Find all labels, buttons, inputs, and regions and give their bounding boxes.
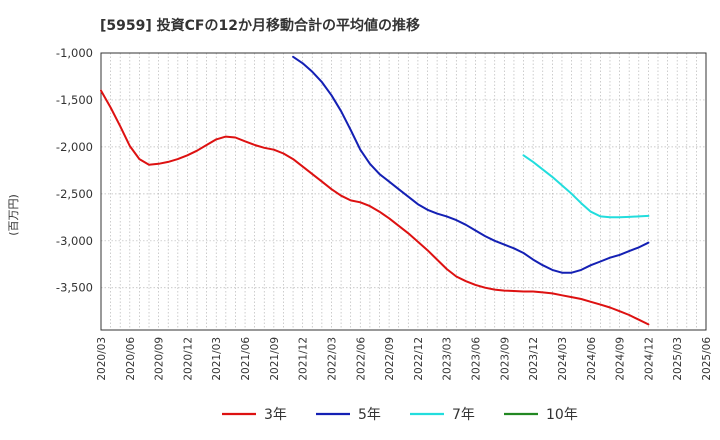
- series-layer: [100, 55, 650, 326]
- legend-item: 5年: [316, 407, 381, 423]
- x-tick-label: 2021/09: [269, 337, 281, 381]
- x-tick-label: 2023/12: [528, 337, 540, 381]
- x-tick-label: 2020/09: [154, 337, 166, 381]
- x-tick-label: 2022/09: [384, 337, 396, 381]
- y-axis-label: (百万円): [7, 194, 20, 236]
- legend: 3年 5年 7年 10年: [222, 407, 578, 423]
- x-tick-label: 2024/09: [615, 337, 627, 381]
- x-tick-label: 2022/03: [326, 337, 338, 381]
- x-tick-label: 2020/12: [182, 337, 194, 381]
- y-tick-label: -1,500: [56, 93, 93, 107]
- x-tick-label: 2021/03: [211, 337, 223, 381]
- legend-label: 5年: [358, 407, 381, 423]
- axis-layer: -1,000 -1,500 -2,000 -2,500 -3,000 -3,500 2020…: [56, 46, 713, 381]
- legend-label: 10年: [546, 407, 578, 423]
- x-tick-label: 2024/03: [557, 337, 569, 381]
- x-tick-label: 2025/03: [672, 337, 684, 381]
- x-tick-label: 2023/06: [471, 337, 483, 381]
- x-tick-label: 2022/06: [355, 337, 367, 381]
- x-tick-label: 2022/12: [413, 337, 425, 381]
- y-tick-label: -2,000: [56, 140, 93, 154]
- chart-title: [5959] 投資CFの12か月移動合計の平均値の推移: [100, 17, 420, 34]
- x-tick-label: 2021/12: [298, 337, 310, 381]
- y-tick-label: -1,000: [56, 46, 93, 60]
- x-tick-label: 2023/03: [442, 337, 454, 381]
- series-line-1: [292, 55, 650, 274]
- series-line-2: [522, 154, 650, 219]
- x-tick-label: 2021/06: [240, 337, 252, 381]
- x-tick-label: 2023/09: [499, 337, 511, 381]
- y-tick-label: -3,000: [56, 234, 93, 248]
- legend-label: 3年: [264, 407, 287, 423]
- legend-item: 7年: [410, 407, 475, 423]
- legend-item: 10年: [504, 407, 578, 423]
- x-tick-label: 2024/12: [643, 337, 655, 381]
- plot-frame: [100, 52, 707, 331]
- x-tick-label: 2020/03: [96, 337, 108, 381]
- legend-label: 7年: [452, 407, 475, 423]
- legend-item: 3年: [222, 407, 287, 423]
- series-line-0: [100, 89, 650, 326]
- y-tick-label: -3,500: [56, 281, 93, 295]
- y-tick-label: -2,500: [56, 187, 93, 201]
- grid-layer: [100, 52, 707, 330]
- x-tick-label: 2020/06: [125, 337, 137, 381]
- x-tick-label: 2025/06: [701, 337, 713, 381]
- x-tick-label: 2024/06: [586, 337, 598, 381]
